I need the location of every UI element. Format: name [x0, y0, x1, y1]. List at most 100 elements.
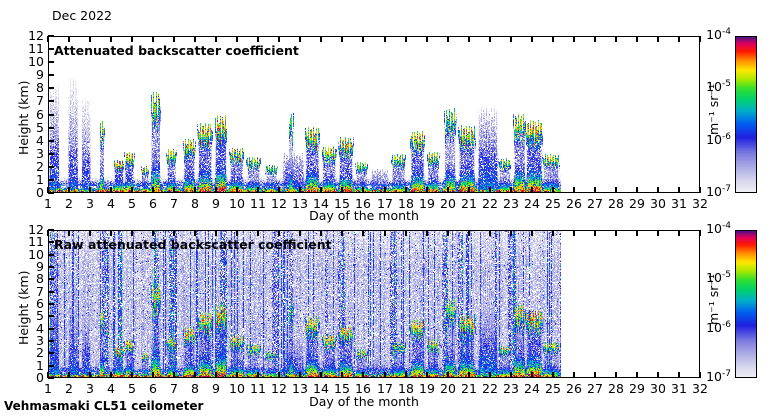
y-tick-top-0 — [48, 192, 54, 194]
y-tick-label-bottom-2: 2 — [36, 345, 44, 360]
footer-station-label: Vehmasmaki CL51 ceilometer — [4, 399, 204, 413]
y-tick-top-1 — [48, 179, 54, 181]
x-tick-label-bottom-18: 18 — [398, 381, 414, 396]
x-tick-up-top-32 — [699, 36, 701, 42]
x-tick-up-bottom-26 — [573, 230, 575, 236]
x-tick-top-8 — [194, 187, 196, 193]
x-tick-up-top-6 — [152, 36, 154, 42]
y-tick-bottom-6 — [48, 303, 54, 305]
y-tick-label-bottom-11: 11 — [28, 234, 44, 249]
x-tick-label-bottom-6: 6 — [149, 381, 157, 396]
y-tick-top-4 — [48, 140, 54, 142]
y-tick-label-top-4: 4 — [36, 133, 44, 148]
x-tick-up-bottom-13 — [299, 230, 301, 236]
x-tick-label-bottom-5: 5 — [128, 381, 136, 396]
x-tick-label-top-15: 15 — [334, 196, 350, 211]
x-tick-label-bottom-11: 11 — [250, 381, 266, 396]
heatmap-canvas-attenuated-backscatter — [49, 37, 699, 192]
y-tick-bottom-8 — [48, 278, 54, 280]
x-tick-up-bottom-24 — [531, 230, 533, 236]
x-tick-up-top-1 — [47, 36, 49, 42]
x-tick-label-bottom-16: 16 — [355, 381, 371, 396]
x-tick-label-top-4: 4 — [107, 196, 115, 211]
x-tick-up-bottom-2 — [68, 230, 70, 236]
x-tick-top-11 — [257, 187, 259, 193]
y-tick-bottom-4 — [48, 328, 54, 330]
x-tick-label-top-6: 6 — [149, 196, 157, 211]
y-tick-top-2 — [48, 166, 54, 168]
x-tick-top-7 — [173, 187, 175, 193]
y-tick-bottom-1 — [48, 365, 54, 367]
x-tick-up-top-31 — [678, 36, 680, 42]
x-tick-up-top-13 — [299, 36, 301, 42]
y-tick-top-9 — [48, 74, 54, 76]
y-tick-top-8 — [48, 87, 54, 89]
y-tick-label-bottom-1: 1 — [36, 358, 44, 373]
y-tick-label-bottom-8: 8 — [36, 271, 44, 286]
x-tick-label-bottom-10: 10 — [229, 381, 245, 396]
colorbar-gradient-top — [736, 37, 756, 192]
x-tick-bottom-11 — [257, 372, 259, 378]
x-tick-top-31 — [678, 187, 680, 193]
x-tick-top-5 — [131, 187, 133, 193]
x-tick-label-bottom-7: 7 — [170, 381, 178, 396]
x-tick-label-top-27: 27 — [587, 196, 603, 211]
x-tick-label-top-29: 29 — [629, 196, 645, 211]
y-tick-label-bottom-12: 12 — [28, 222, 44, 237]
x-tick-up-top-16 — [362, 36, 364, 42]
x-tick-label-top-12: 12 — [271, 196, 287, 211]
plot-area-attenuated-backscatter[interactable] — [48, 36, 700, 193]
plot-area-raw-attenuated-backscatter[interactable] — [48, 230, 700, 378]
x-tick-bottom-19 — [426, 372, 428, 378]
x-tick-label-top-28: 28 — [608, 196, 624, 211]
x-tick-top-32 — [699, 187, 701, 193]
x-tick-top-12 — [278, 187, 280, 193]
x-tick-bottom-32 — [699, 372, 701, 378]
x-tick-up-bottom-10 — [236, 230, 238, 236]
x-tick-label-top-32: 32 — [692, 196, 708, 211]
x-tick-bottom-12 — [278, 372, 280, 378]
y-tick-label-top-12: 12 — [28, 28, 44, 43]
x-axis-title-top: Day of the month — [309, 208, 419, 223]
x-tick-label-top-2: 2 — [65, 196, 73, 211]
x-tick-top-10 — [236, 187, 238, 193]
x-tick-label-bottom-24: 24 — [524, 381, 540, 396]
x-tick-up-top-8 — [194, 36, 196, 42]
y-tick-label-bottom-10: 10 — [28, 247, 44, 262]
x-tick-bottom-26 — [573, 372, 575, 378]
colorbar-tick-label-top--5: 10-5 — [706, 79, 731, 95]
x-tick-up-top-20 — [447, 36, 449, 42]
colorbar-tick-label-bottom--6: 10-6 — [706, 320, 731, 336]
x-tick-top-27 — [594, 187, 596, 193]
x-tick-bottom-20 — [447, 372, 449, 378]
y-tick-label-top-3: 3 — [36, 146, 44, 161]
x-tick-label-bottom-19: 19 — [419, 381, 435, 396]
x-tick-bottom-1 — [47, 372, 49, 378]
x-tick-bottom-22 — [489, 372, 491, 378]
x-tick-top-1 — [47, 187, 49, 193]
x-tick-up-top-10 — [236, 36, 238, 42]
y-tick-label-top-10: 10 — [28, 54, 44, 69]
x-tick-label-bottom-22: 22 — [482, 381, 498, 396]
x-tick-up-top-2 — [68, 36, 70, 42]
x-tick-bottom-5 — [131, 372, 133, 378]
x-tick-label-top-19: 19 — [419, 196, 435, 211]
x-tick-bottom-24 — [531, 372, 533, 378]
x-tick-label-bottom-3: 3 — [86, 381, 94, 396]
x-tick-label-top-8: 8 — [191, 196, 199, 211]
x-tick-label-bottom-21: 21 — [461, 381, 477, 396]
x-tick-top-6 — [152, 187, 154, 193]
x-tick-up-bottom-12 — [278, 230, 280, 236]
x-tick-up-bottom-20 — [447, 230, 449, 236]
x-tick-up-bottom-19 — [426, 230, 428, 236]
x-tick-up-bottom-8 — [194, 230, 196, 236]
x-tick-up-top-30 — [657, 36, 659, 42]
y-tick-label-top-6: 6 — [36, 107, 44, 122]
y-tick-top-6 — [48, 114, 54, 116]
x-tick-label-bottom-31: 31 — [671, 381, 687, 396]
x-tick-up-bottom-6 — [152, 230, 154, 236]
x-tick-label-top-7: 7 — [170, 196, 178, 211]
x-tick-up-top-26 — [573, 36, 575, 42]
y-tick-label-top-9: 9 — [36, 67, 44, 82]
x-tick-up-bottom-9 — [215, 230, 217, 236]
